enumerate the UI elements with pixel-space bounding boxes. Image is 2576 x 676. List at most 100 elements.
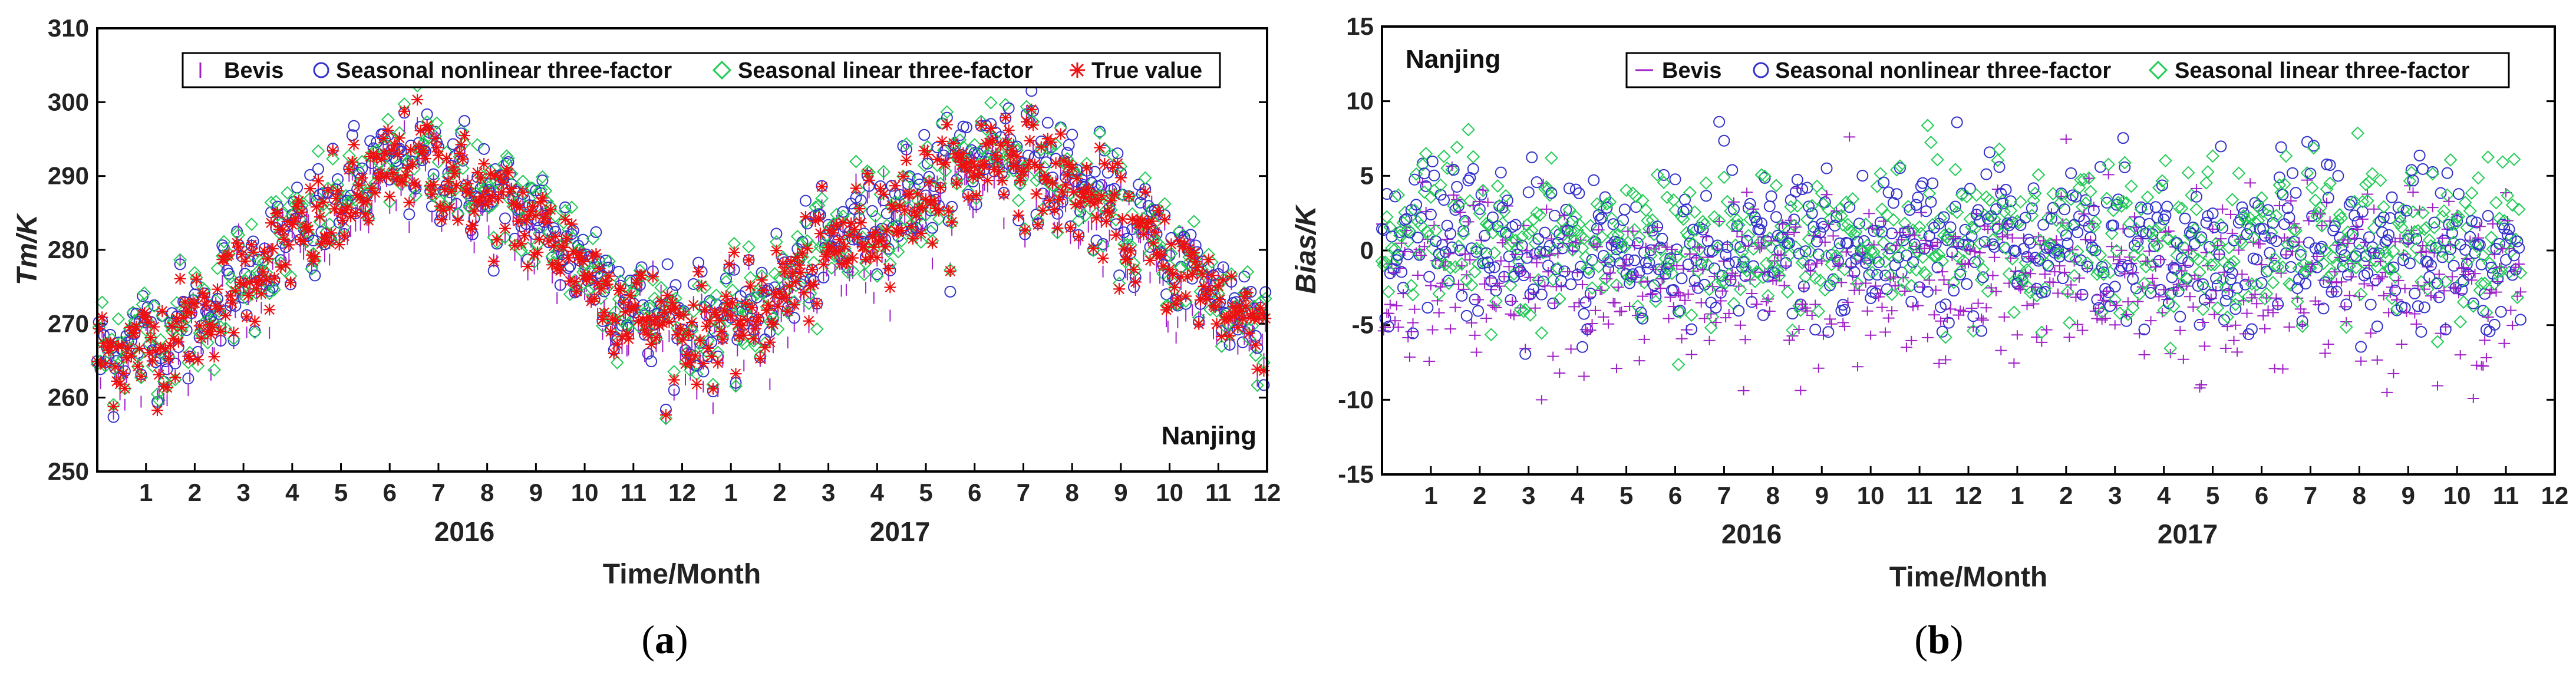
a-point-true (392, 149, 404, 160)
a-point-true (777, 258, 789, 269)
a-point-true (166, 321, 178, 332)
a-point-true (1047, 177, 1058, 189)
a-y-tick-label: 310 (48, 14, 89, 42)
a-x-tick-label: 11 (1205, 479, 1231, 506)
a-point-true (1209, 301, 1221, 313)
a-point-true (943, 205, 955, 217)
a-point-true (151, 404, 163, 416)
a-point-true (1128, 263, 1140, 275)
a-point-true (609, 314, 621, 326)
a-point-true (489, 170, 501, 182)
a-point-true (779, 266, 790, 278)
a-point-true (1206, 269, 1218, 281)
a-point-true (1157, 260, 1169, 272)
a-point-true (403, 197, 415, 209)
a-point-true (398, 105, 410, 117)
a-point-true (1074, 197, 1086, 209)
a-point-true (153, 369, 165, 381)
b-y-tick-label: 5 (1360, 161, 1374, 189)
a-point-true (1096, 190, 1107, 202)
b-x-tick-label: 7 (1717, 482, 1731, 509)
a-point-true (1034, 161, 1045, 173)
a-point-true (428, 179, 440, 190)
a-point-true (1011, 151, 1023, 163)
a-y-tick-label: 300 (48, 88, 89, 116)
a-point-true (1044, 194, 1056, 206)
a-point-true (179, 296, 191, 308)
a-y-tick-label: 290 (48, 162, 89, 190)
a-point-true (602, 278, 614, 290)
a-point-true (293, 195, 305, 207)
a-point-true (1050, 157, 1062, 169)
a-point-true (905, 221, 917, 233)
a-point-true (570, 285, 582, 297)
a-point-true (462, 178, 474, 190)
a-point-true (939, 157, 951, 169)
a-y-tick-label: 280 (48, 236, 89, 263)
a-point-true (899, 205, 911, 216)
b-x-tick-label: 3 (2108, 482, 2122, 509)
a-y-tick-label: 270 (48, 309, 89, 337)
a-point-true (542, 216, 553, 228)
a-y-axis-title-main: Tm (12, 243, 43, 285)
a-point-true (423, 123, 434, 135)
a-point-true (545, 204, 556, 216)
a-point-true (1203, 253, 1215, 265)
a-x-tick-label: 1 (139, 479, 153, 506)
a-point-true (177, 312, 189, 324)
b-y-tick-label: 15 (1346, 12, 1374, 40)
a-point-true (163, 352, 174, 364)
a-x-tick-label: 12 (1254, 479, 1281, 506)
a-x-tick-label: 8 (480, 479, 494, 506)
a-point-true (816, 181, 828, 193)
b-x-tick-label: 5 (2206, 482, 2219, 509)
a-point-true (863, 174, 875, 186)
a-point-true (1100, 216, 1112, 227)
a-point-true (951, 177, 962, 189)
a-point-true (587, 250, 599, 262)
a-point-true (884, 281, 896, 293)
a-x-tick-label: 8 (1065, 479, 1078, 506)
a-point-true (997, 174, 1008, 186)
a-point-true (549, 230, 561, 242)
a-legend-label-nonlinear: Seasonal nonlinear three-factor (336, 58, 672, 83)
a-point-true (135, 371, 147, 382)
a-point-true (226, 297, 238, 309)
b-x-tick-label: 9 (2402, 482, 2415, 509)
a-legend-label-bevis: Bevis (224, 58, 283, 83)
a-point-true (1055, 128, 1067, 140)
a-point-true (723, 259, 735, 271)
a-point-true (853, 203, 865, 215)
a-point-true (283, 239, 295, 250)
a-point-true (249, 315, 260, 327)
a-point-true (156, 305, 168, 317)
a-point-true (707, 383, 719, 395)
a-point-true (714, 315, 725, 327)
a-point-true (190, 273, 202, 285)
a-point-true (324, 238, 335, 249)
a-point-true (189, 297, 200, 309)
a-point-true (998, 189, 1010, 200)
a-point-true (559, 213, 571, 225)
a-point-true (269, 272, 281, 284)
a-point-true (811, 298, 823, 309)
a-point-true (993, 166, 1005, 177)
a-point-true (263, 304, 275, 315)
a-point-true (302, 224, 314, 236)
a-point-true (930, 203, 942, 215)
a-legend-marker-true (1070, 62, 1085, 78)
a-point-true (806, 263, 818, 275)
a-point-true (248, 246, 259, 258)
a-point-true (589, 292, 601, 304)
a-point-true (941, 119, 953, 131)
a-point-true (555, 265, 566, 276)
a-x-tick-label: 5 (919, 479, 932, 506)
a-point-true (262, 253, 273, 265)
b-x-tick-label: 9 (1815, 482, 1829, 509)
a-point-true (1159, 214, 1170, 226)
a-point-true (619, 306, 631, 318)
a-point-true (1124, 245, 1136, 256)
b-x-tick-label: 6 (2255, 482, 2268, 509)
a-y-tick-label: 250 (48, 457, 89, 485)
a-point-true (686, 316, 698, 328)
